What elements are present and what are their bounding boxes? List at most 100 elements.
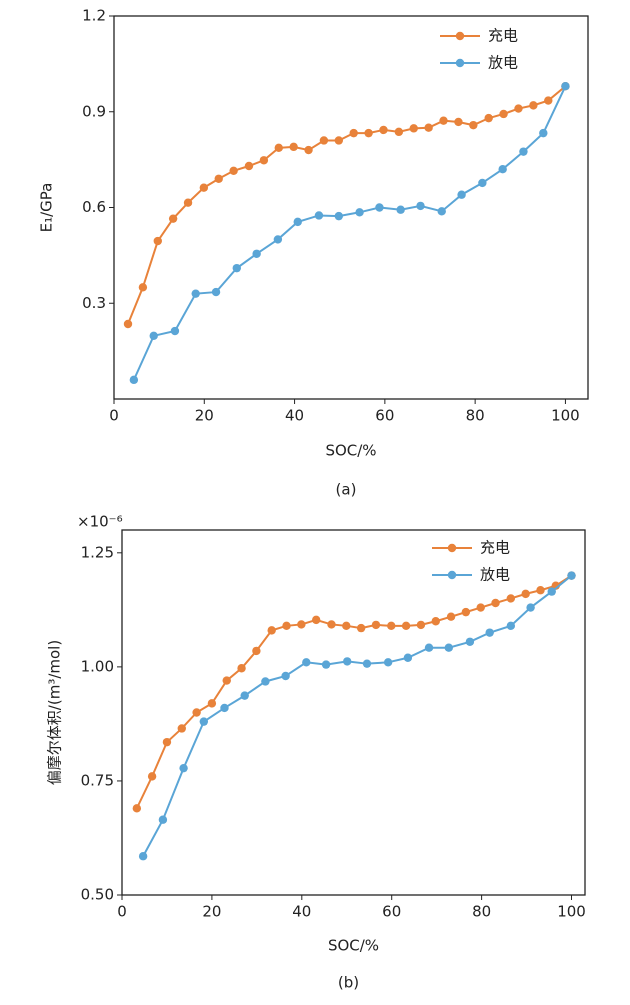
series-line <box>142 574 573 857</box>
x-tick-label: 60 <box>375 407 394 425</box>
data-point <box>252 249 261 258</box>
legend-label: 充电 <box>480 539 510 557</box>
x-tick-label: 40 <box>285 407 304 425</box>
data-point <box>123 319 133 329</box>
y-tick-label: 0.50 <box>81 886 114 904</box>
data-point <box>484 113 493 123</box>
data-point <box>529 101 538 110</box>
data-point <box>177 724 186 733</box>
series-line <box>132 85 567 381</box>
data-point <box>539 128 548 138</box>
data-point <box>499 109 508 119</box>
data-point <box>273 235 283 244</box>
data-point <box>319 136 329 145</box>
data-point <box>444 643 453 652</box>
legend-marker <box>447 570 457 580</box>
y-axis-label: 偏摩尔体积/(m³/mol) <box>46 640 64 785</box>
data-point <box>162 737 172 747</box>
x-axis-label: SOC/% <box>325 442 376 460</box>
data-point <box>526 603 535 612</box>
data-point <box>168 214 178 223</box>
data-point <box>485 628 494 637</box>
legend-label: 充电 <box>488 27 518 45</box>
caption: (a) <box>336 481 357 499</box>
data-point <box>138 283 148 292</box>
data-point <box>153 236 162 246</box>
data-point <box>311 615 321 625</box>
data-point <box>302 658 311 667</box>
data-point <box>297 620 306 629</box>
series-line <box>127 85 567 325</box>
y-tick-label: 1.25 <box>81 543 114 561</box>
data-point <box>334 211 344 221</box>
data-point <box>561 82 570 91</box>
data-point <box>476 603 485 612</box>
data-point <box>229 166 238 175</box>
axis-offset-label: ×10⁻⁶ <box>77 513 123 531</box>
data-point <box>409 124 418 133</box>
data-point <box>498 165 507 174</box>
data-point <box>519 147 528 156</box>
data-point <box>457 190 466 199</box>
data-point <box>211 287 221 297</box>
data-point <box>304 145 313 155</box>
data-point <box>138 852 148 861</box>
data-point <box>252 646 261 656</box>
data-point <box>289 142 298 152</box>
x-tick-label: 100 <box>551 407 580 425</box>
data-point <box>179 763 188 773</box>
data-point <box>403 653 413 662</box>
data-point <box>192 708 201 717</box>
data-point <box>207 699 217 708</box>
data-point <box>147 772 157 781</box>
x-tick-label: 100 <box>557 903 586 921</box>
y-tick-label: 0.9 <box>82 102 106 120</box>
data-point <box>506 621 516 631</box>
data-point <box>469 120 478 130</box>
data-point <box>183 198 193 207</box>
data-point <box>424 643 434 652</box>
data-point <box>394 127 404 137</box>
y-tick-label: 0.3 <box>82 294 106 312</box>
data-point <box>437 207 446 216</box>
data-point <box>282 621 291 631</box>
plot-frame <box>121 529 586 896</box>
x-tick-label: 20 <box>202 903 221 921</box>
data-point <box>261 677 270 686</box>
data-point <box>149 331 158 341</box>
data-point <box>401 621 411 631</box>
data-point <box>274 143 283 153</box>
y-tick-label: 1.2 <box>82 7 106 25</box>
x-tick-label: 0 <box>117 903 127 921</box>
x-axis-label: SOC/% <box>328 937 379 955</box>
data-point <box>199 183 209 192</box>
x-tick-label: 80 <box>466 407 485 425</box>
data-point <box>355 208 364 217</box>
data-point <box>536 586 545 595</box>
data-point <box>379 125 388 135</box>
data-point <box>396 205 405 214</box>
data-point <box>267 626 276 635</box>
data-point <box>232 263 241 273</box>
y-axis-label: E₁/GPa <box>38 183 56 233</box>
data-point <box>491 598 500 608</box>
data-point <box>439 116 448 125</box>
data-point <box>547 587 556 596</box>
data-point <box>129 375 139 385</box>
data-point <box>293 217 302 227</box>
x-tick-label: 60 <box>382 903 401 921</box>
data-point <box>314 211 324 220</box>
legend-marker <box>455 31 465 41</box>
data-point <box>362 659 372 668</box>
data-point <box>416 201 425 211</box>
data-point <box>514 104 523 113</box>
data-point <box>478 178 487 188</box>
data-point <box>170 326 180 336</box>
data-point <box>244 161 254 171</box>
data-point <box>465 637 475 646</box>
legend-marker <box>455 58 465 68</box>
legend-marker <box>447 543 457 553</box>
data-point <box>416 620 426 630</box>
data-point <box>222 676 231 685</box>
